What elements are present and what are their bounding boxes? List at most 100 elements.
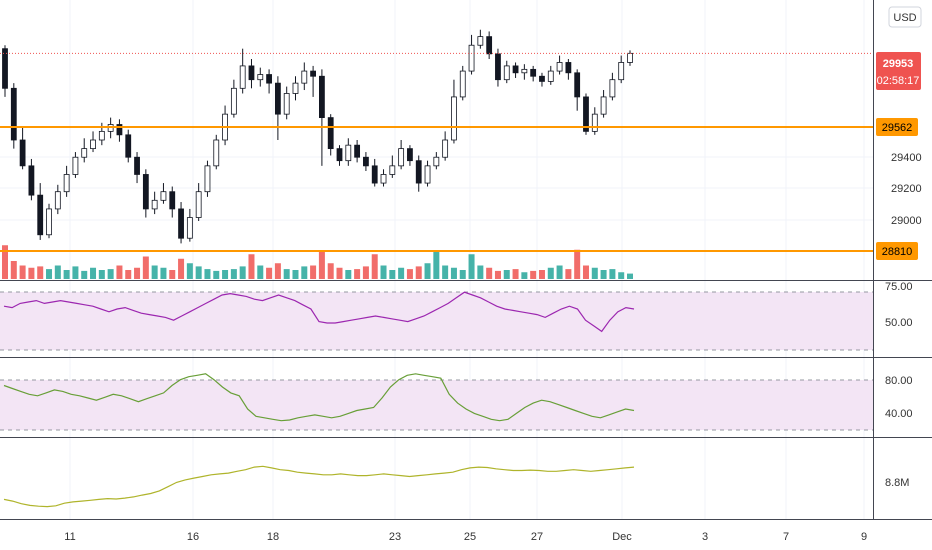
candle-body [371, 165, 378, 184]
level-tag-label: 28810 [882, 246, 913, 258]
volume-bar [266, 267, 273, 279]
candle-body [539, 75, 545, 82]
time-axis[interactable]: 11 16 18 23 25 27 Dec 3 7 9 [64, 531, 867, 543]
rsi-tick-label: 75.00 [885, 281, 913, 293]
obv-pane [3, 465, 635, 508]
time-tick-label: 7 [783, 531, 789, 543]
countdown-label: 02:58:17 [877, 75, 920, 87]
time-tick-label: 11 [64, 531, 75, 543]
current-price-tag[interactable]: 29953 02:58:17 [876, 52, 921, 90]
volume-bar [257, 265, 264, 279]
volume-bar [618, 272, 625, 279]
candle-body [19, 139, 26, 167]
candle-body [521, 68, 528, 74]
candle-body [10, 87, 17, 141]
time-tick-label: 18 [267, 531, 279, 543]
volume-bar [2, 245, 8, 279]
candle-body [336, 148, 343, 162]
volume-bar [301, 266, 308, 279]
volume-bar [283, 269, 290, 279]
candle-body [319, 75, 325, 119]
candle-body [512, 65, 519, 74]
candle-body [37, 194, 44, 236]
time-tick-label: 25 [464, 531, 476, 543]
currency-button[interactable]: USD [888, 6, 922, 28]
obv-tick-label: 8.8M [885, 477, 909, 489]
volume-bar [565, 269, 572, 279]
candle-body [468, 44, 475, 72]
candle-body [2, 48, 8, 89]
volume-bar [116, 265, 123, 279]
rsi-line [3, 291, 635, 333]
candle-body [178, 208, 184, 239]
volume-bar [591, 267, 598, 279]
volume-bar [37, 266, 44, 279]
volume-bar [134, 267, 141, 279]
candle-body [565, 62, 572, 74]
level-price-tag[interactable]: 28810 [876, 242, 918, 260]
candle-body [363, 156, 369, 167]
current-price-tag-background [876, 52, 921, 90]
volume-bar [494, 270, 501, 279]
volume-bar [380, 265, 387, 279]
rsi-tick-label: 50.00 [885, 317, 913, 329]
volume-bar [169, 270, 176, 279]
candle-body [248, 65, 255, 81]
volume-bars [2, 245, 633, 279]
candle-body [54, 191, 61, 210]
candle-body [345, 144, 352, 162]
volume-bar [248, 254, 255, 279]
volume-bar [574, 249, 581, 279]
candle-body [283, 93, 290, 115]
candle-body [28, 165, 35, 196]
candle-body [186, 217, 193, 239]
candle-body [301, 70, 308, 84]
candle-body [451, 96, 457, 141]
volume-bar [424, 263, 431, 279]
candle-body [354, 144, 361, 158]
volume-bar [81, 270, 88, 279]
rsi-band [0, 292, 873, 350]
level-tag-label: 29562 [882, 122, 913, 134]
price-axis[interactable]: 29400 29200 29000 29953 02:58:17 75.00 50.00 80… [876, 52, 922, 489]
candle-body [398, 148, 405, 167]
current-price-label: 29953 [883, 58, 914, 70]
price-tick-label: 29200 [891, 183, 922, 195]
stochastic-band [0, 380, 873, 430]
candle-body [239, 65, 246, 89]
candle-body [442, 139, 449, 158]
candle-body [274, 82, 281, 115]
level-price-tag[interactable]: 29562 [876, 118, 918, 136]
candle-body [591, 113, 598, 132]
candle-body [116, 124, 123, 136]
candle-body [195, 191, 202, 218]
level-tag-background [876, 118, 918, 136]
candle-body [327, 117, 334, 150]
volume-bar [547, 267, 554, 279]
volume-bar [107, 269, 114, 279]
volume-bar [468, 254, 475, 279]
time-tick-label: 3 [702, 531, 708, 543]
volume-bar [28, 267, 35, 279]
volume-bar [503, 270, 510, 279]
candle-body [230, 87, 237, 115]
volume-bar [178, 258, 185, 279]
candle-body [424, 165, 431, 184]
volume-bar [345, 270, 352, 279]
candle-body [583, 96, 589, 132]
candle-body [459, 70, 466, 98]
price-tick-label: 29000 [891, 215, 922, 227]
volume-bar [530, 270, 537, 279]
volume-bar [186, 263, 193, 279]
candle-body [125, 134, 132, 158]
volume-bar [398, 267, 405, 279]
candle-body [627, 52, 633, 63]
volume-bar [222, 270, 229, 279]
volume-bar [63, 270, 70, 279]
candle-body [292, 82, 299, 94]
volume-bar [477, 265, 484, 279]
time-tick-label: 16 [187, 531, 199, 543]
horizontal-levels[interactable]: 29562 28810 [0, 52, 918, 260]
volume-bar [19, 265, 26, 279]
